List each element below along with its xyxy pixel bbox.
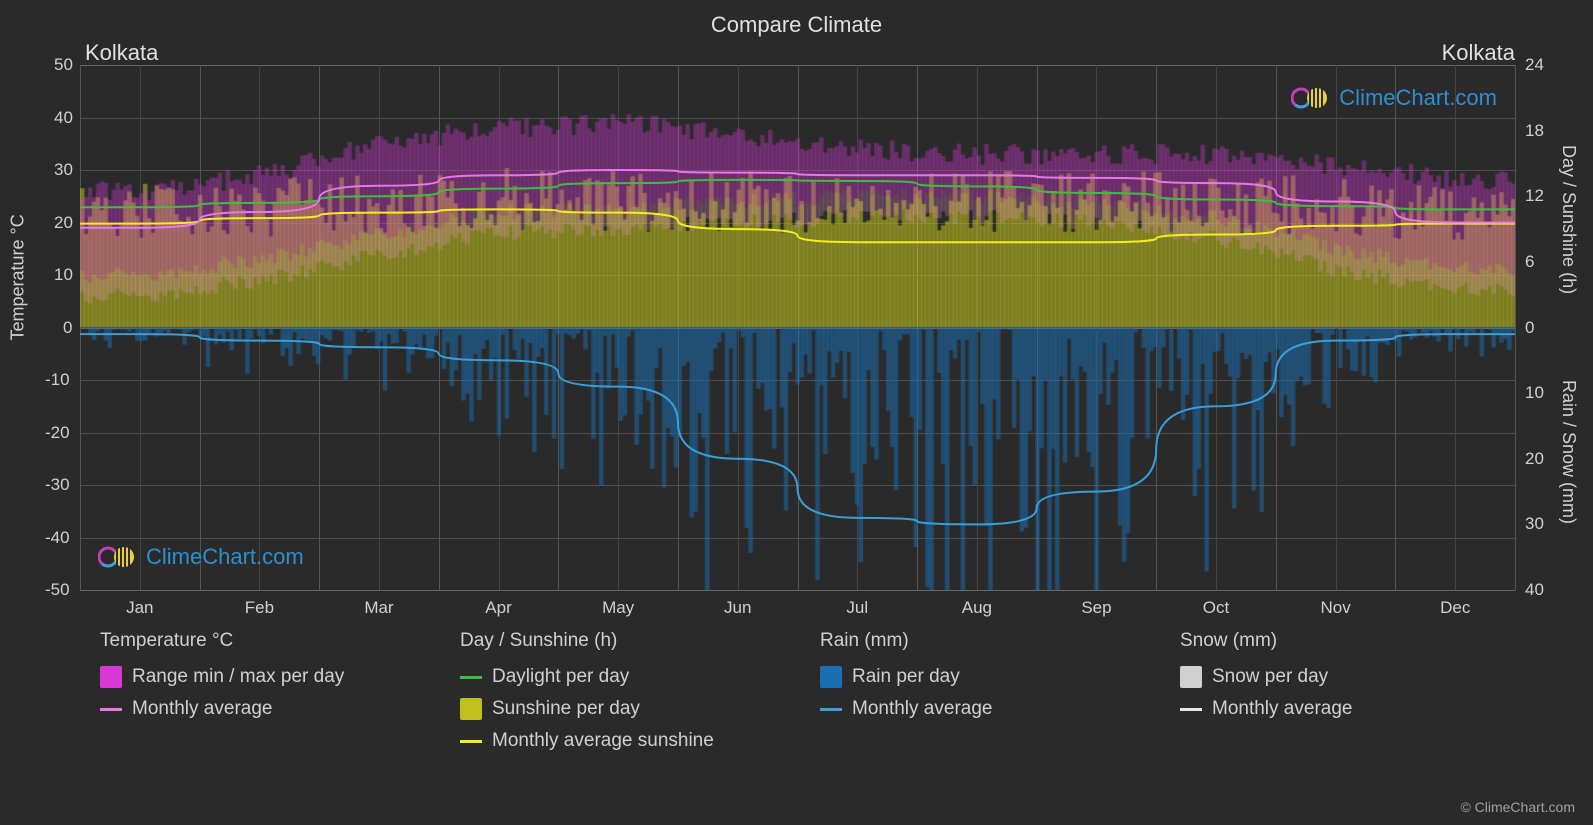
legend-label: Range min / max per day	[132, 666, 344, 688]
y-tick-right: 20	[1525, 449, 1544, 469]
y-tick-left: 50	[54, 55, 74, 75]
legend-col-daylight: Day / Sunshine (h) Daylight per day Sunsh…	[440, 630, 800, 762]
legend-line-icon	[820, 708, 842, 711]
x-tick-month: Jun	[724, 598, 751, 618]
y-tick-right: 6	[1525, 252, 1534, 272]
y-tick-left: 10	[54, 265, 74, 285]
legend-label: Sunshine per day	[492, 698, 640, 720]
legend-label: Monthly average	[132, 698, 272, 720]
x-tick-month: Jan	[126, 598, 153, 618]
legend-items: Rain per day Monthly average	[820, 666, 1160, 720]
y-tick-left: 0	[63, 318, 74, 338]
legend: Temperature °C Range min / max per day Mo…	[80, 630, 1520, 762]
x-tick-month: Nov	[1321, 598, 1351, 618]
y-tick-left: 30	[54, 160, 74, 180]
y-axis-right-label-top: Day / Sunshine (h)	[1558, 145, 1579, 294]
brand-icon	[1291, 83, 1331, 113]
y-tick-right: 40	[1525, 580, 1544, 600]
legend-items: Snow per day Monthly average	[1180, 666, 1520, 720]
y-tick-right: 18	[1525, 121, 1544, 141]
city-label-right: Kolkata	[1442, 40, 1515, 66]
legend-item: Sunshine per day	[460, 698, 800, 720]
legend-label: Rain per day	[852, 666, 960, 688]
chart-title: Compare Climate	[0, 0, 1593, 38]
legend-item: Snow per day	[1180, 666, 1520, 688]
legend-swatch-icon	[460, 698, 482, 720]
legend-title: Rain (mm)	[820, 630, 1160, 652]
x-tick-month: Dec	[1440, 598, 1470, 618]
legend-line-icon	[460, 676, 482, 679]
y-tick-right: 24	[1525, 55, 1544, 75]
city-label-left: Kolkata	[85, 40, 158, 66]
x-tick-month: Apr	[485, 598, 511, 618]
y-tick-right: 0	[1525, 318, 1534, 338]
copyright-notice: © ClimeChart.com	[1460, 799, 1575, 815]
watermark-text: ClimeChart.com	[146, 544, 304, 570]
y-axis-left-label: Temperature °C	[8, 214, 29, 340]
legend-label: Daylight per day	[492, 666, 629, 688]
legend-item: Monthly average sunshine	[460, 730, 800, 752]
y-tick-left: -30	[45, 475, 74, 495]
legend-title: Day / Sunshine (h)	[460, 630, 800, 652]
data-lines-svg	[80, 65, 1515, 590]
legend-items: Range min / max per day Monthly average	[100, 666, 440, 720]
x-tick-month: Feb	[245, 598, 274, 618]
legend-item: Monthly average	[100, 698, 440, 720]
y-tick-left: 40	[54, 108, 74, 128]
watermark-text: ClimeChart.com	[1339, 85, 1497, 111]
legend-item: Rain per day	[820, 666, 1160, 688]
legend-line-icon	[100, 708, 122, 711]
y-tick-left: -40	[45, 528, 74, 548]
legend-line-icon	[460, 740, 482, 743]
plot-area: ClimeChart.com ClimeChart.com	[80, 65, 1515, 590]
y-axis-right-label-bottom: Rain / Snow (mm)	[1558, 380, 1579, 524]
legend-swatch-icon	[1180, 666, 1202, 688]
legend-items: Daylight per day Sunshine per day Monthly …	[460, 666, 800, 752]
legend-line-icon	[1180, 708, 1202, 711]
x-tick-month: Oct	[1203, 598, 1229, 618]
x-tick-month: Aug	[962, 598, 992, 618]
x-tick-month: Jul	[846, 598, 868, 618]
legend-title: Snow (mm)	[1180, 630, 1520, 652]
y-tick-right: 30	[1525, 514, 1544, 534]
y-tick-left: -10	[45, 370, 74, 390]
legend-swatch-icon	[820, 666, 842, 688]
x-tick-month: Sep	[1081, 598, 1111, 618]
legend-label: Snow per day	[1212, 666, 1328, 688]
legend-swatch-icon	[100, 666, 122, 688]
brand-icon	[98, 542, 138, 572]
legend-col-rain: Rain (mm) Rain per day Monthly average	[800, 630, 1160, 762]
legend-label: Monthly average	[852, 698, 992, 720]
x-tick-month: Mar	[364, 598, 393, 618]
legend-col-snow: Snow (mm) Snow per day Monthly average	[1160, 630, 1520, 762]
legend-item: Monthly average	[820, 698, 1160, 720]
y-tick-left: 20	[54, 213, 74, 233]
y-tick-right: 10	[1525, 383, 1544, 403]
x-tick-month: May	[602, 598, 634, 618]
legend-item: Daylight per day	[460, 666, 800, 688]
y-tick-left: -20	[45, 423, 74, 443]
legend-col-temperature: Temperature °C Range min / max per day Mo…	[80, 630, 440, 762]
watermark-top-right: ClimeChart.com	[1291, 83, 1497, 113]
legend-item: Range min / max per day	[100, 666, 440, 688]
legend-item: Monthly average	[1180, 698, 1520, 720]
y-tick-right: 12	[1525, 186, 1544, 206]
legend-label: Monthly average	[1212, 698, 1352, 720]
y-tick-left: -50	[45, 580, 74, 600]
legend-label: Monthly average sunshine	[492, 730, 714, 752]
watermark-bottom-left: ClimeChart.com	[98, 542, 304, 572]
legend-title: Temperature °C	[100, 630, 440, 652]
